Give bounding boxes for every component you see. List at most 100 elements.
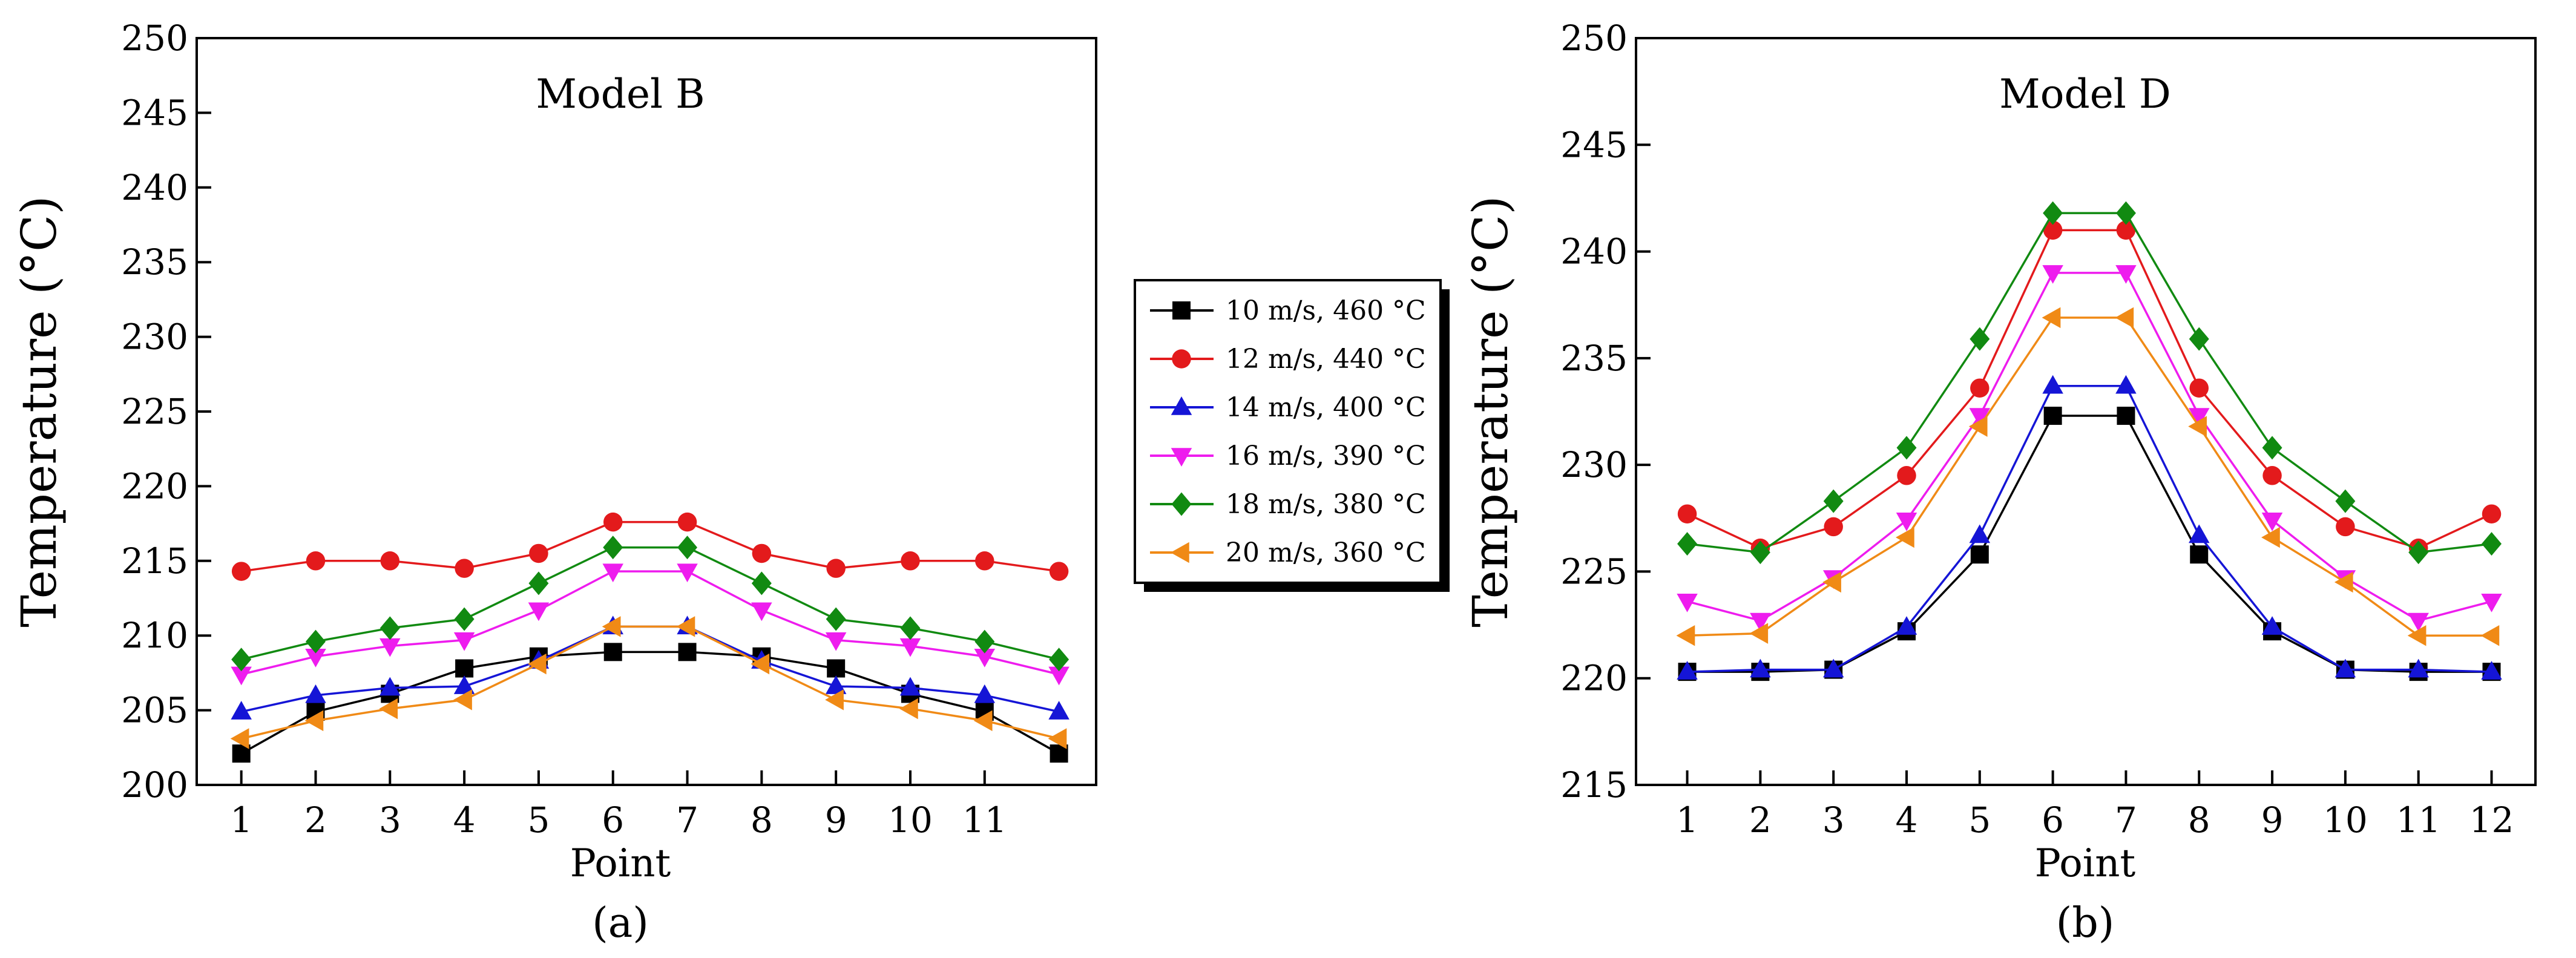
data-point [1822, 571, 1841, 593]
x-tick-label: 8 [2188, 799, 2210, 841]
data-point [2042, 265, 2063, 284]
x-tick-label: 3 [379, 799, 401, 841]
chart-b-caption: (b) [2056, 899, 2115, 947]
chart-b-x-axis-title: Point [2035, 841, 2136, 886]
series-line [241, 625, 1059, 713]
x-tick-label: 8 [751, 799, 773, 841]
series-line [240, 651, 1060, 755]
x-tick-label: 2 [304, 799, 327, 841]
chart-a-series [230, 512, 1070, 763]
series-line [241, 520, 1059, 573]
chart-a-caption: (a) [592, 899, 649, 947]
data-point [305, 684, 326, 703]
y-tick-label: 220 [1560, 658, 1628, 699]
legend-marker [1172, 301, 1191, 320]
data-point [2481, 661, 2502, 680]
data-point [2115, 201, 2136, 225]
y-tick-label: 240 [121, 167, 188, 208]
x-tick-label: 2 [1749, 799, 1772, 841]
chart-b-y-axis-title: Temperature (°C) [1462, 195, 1519, 627]
series-4 [1677, 201, 2502, 565]
data-point [901, 551, 920, 571]
chart-a-y-ticks: 200 205 210 215 220 225 230 235 240 245 250 [121, 18, 211, 805]
data-point [1048, 728, 1067, 749]
chart-b-frame [1635, 37, 2537, 786]
legend-marker [1171, 396, 1192, 415]
data-point [677, 536, 698, 560]
x-tick-label: 7 [2115, 799, 2137, 841]
data-point [379, 698, 398, 720]
data-point [2407, 625, 2426, 646]
data-point [825, 632, 847, 651]
data-point [2334, 571, 2353, 593]
data-point [2189, 327, 2209, 351]
series-4 [231, 536, 1070, 672]
data-point [2190, 545, 2209, 564]
data-point [2261, 513, 2283, 531]
series-line [241, 625, 1060, 740]
y-tick-label: 230 [1560, 444, 1628, 485]
data-point [1049, 648, 1070, 672]
data-point [974, 649, 996, 668]
data-point [752, 543, 772, 563]
y-tick-label: 215 [121, 540, 188, 582]
y-tick-label: 240 [1560, 231, 1628, 272]
x-tick-label: 11 [962, 799, 1007, 841]
data-point [453, 675, 475, 694]
y-tick-label: 250 [1560, 18, 1628, 59]
data-point [974, 629, 995, 654]
data-point [899, 677, 921, 696]
legend-label: 14 m/s, 400 °C [1226, 392, 1426, 423]
chart-a-x-axis-title: Point [570, 841, 671, 886]
data-point [304, 710, 324, 732]
data-point [230, 728, 249, 749]
y-tick-label: 220 [121, 465, 188, 507]
data-point [825, 689, 844, 710]
data-point [827, 659, 846, 678]
y-tick-label: 215 [1560, 764, 1628, 805]
data-point [1676, 625, 1695, 646]
data-point [2042, 375, 2063, 394]
data-point [231, 701, 252, 720]
data-point [2117, 407, 2135, 425]
data-point [2335, 489, 2356, 513]
data-point [975, 551, 994, 571]
legend-label: 12 m/s, 440 °C [1226, 344, 1426, 375]
data-point [380, 616, 400, 640]
data-point [529, 543, 548, 563]
data-point [826, 607, 846, 631]
data-point [1677, 504, 1697, 523]
chart-a-frame [196, 37, 1097, 786]
data-point [677, 563, 698, 583]
data-point [1970, 327, 1990, 351]
data-point [380, 638, 401, 657]
data-point [678, 643, 697, 661]
data-point [453, 689, 472, 710]
x-tick-label: 10 [888, 799, 933, 841]
series-line [1687, 212, 2492, 554]
y-tick-label: 225 [121, 391, 188, 432]
legend-item: 10 m/s, 460 °C [1150, 295, 1426, 326]
data-point [826, 559, 846, 578]
y-tick-label: 235 [1560, 338, 1628, 379]
y-tick-label: 205 [121, 690, 188, 731]
legend-entries: 10 m/s, 460 °C 12 m/s, 440 °C 14 m/s, 400 … [1150, 295, 1426, 568]
data-point [1048, 666, 1070, 686]
data-point [1970, 545, 1989, 564]
x-tick-label: 1 [230, 799, 252, 841]
data-point [751, 602, 772, 622]
y-tick-label: 210 [121, 615, 188, 656]
data-point [455, 659, 474, 678]
data-point [751, 653, 770, 675]
data-point [677, 512, 697, 532]
data-point [2188, 416, 2207, 437]
series-2 [1677, 375, 2502, 680]
y-tick-label: 230 [121, 317, 188, 358]
data-point [1677, 532, 1698, 556]
x-tick-label: 1 [1676, 799, 1698, 841]
data-point [305, 629, 326, 654]
series-line [1687, 415, 2492, 673]
data-point [380, 551, 400, 571]
x-tick-label: 10 [2323, 799, 2368, 841]
x-tick-label: 4 [453, 799, 476, 841]
